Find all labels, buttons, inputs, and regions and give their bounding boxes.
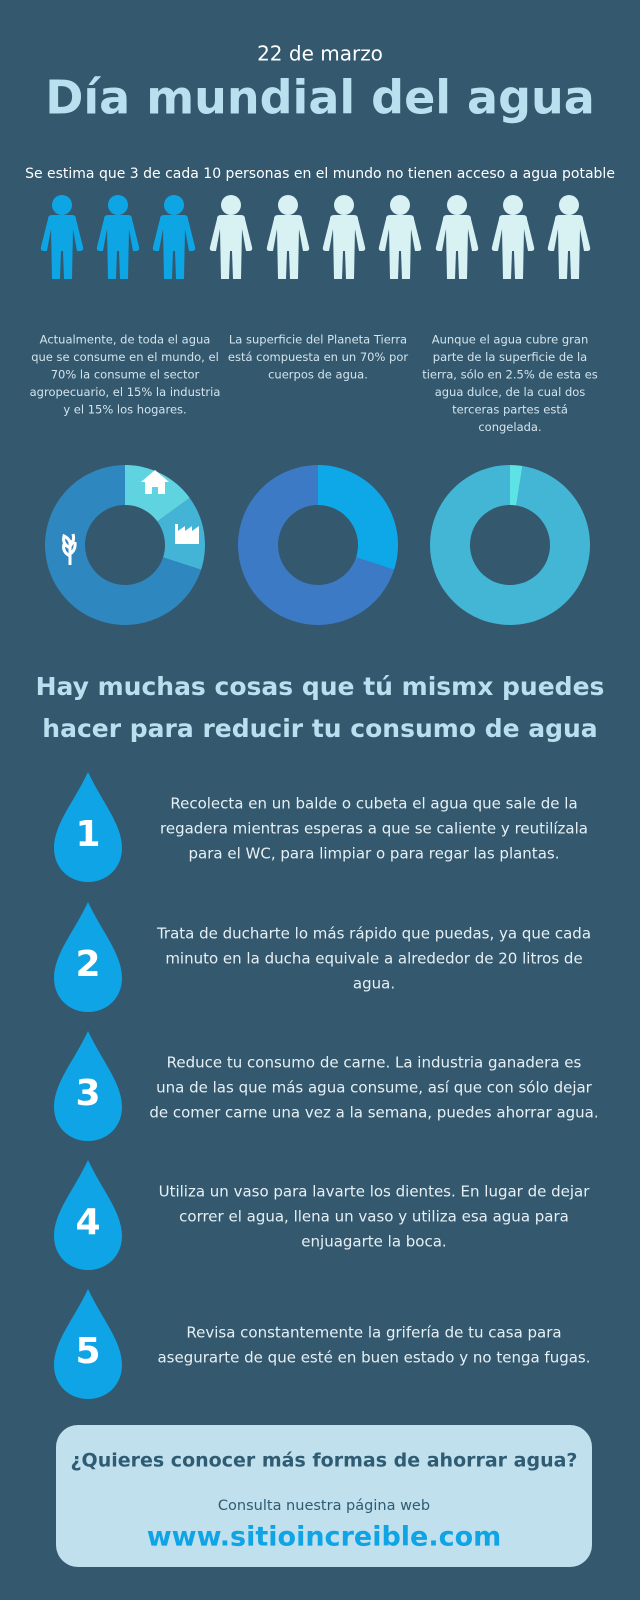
donut-segment [430,465,591,626]
tip-text: Revisa constantemente la grifería de tu … [186,1324,561,1342]
fact-text: está compuesta en un 70% por [228,350,409,364]
footer-prompt: Consulta nuestra página web [218,1498,430,1514]
tip-number: 5 [75,1331,100,1372]
fact-text: tierra, sólo en 2.5% de esta es [422,368,598,382]
tip-text: Trata de ducharte lo más rápido que pued… [156,925,591,943]
fact-text: que se consume en el mundo, el [31,350,219,364]
tip-text: minuto en la ducha equivale a alrededor … [165,950,582,968]
donut-segment [125,465,190,522]
fact-text: terceras partes está [452,403,568,417]
factory-icon [175,524,199,544]
date: 22 de marzo [257,42,383,66]
tip-number: 2 [75,944,100,985]
tip-text: agua. [353,975,395,993]
fact-text: Actualmente, de toda el agua [40,333,211,347]
donut-segment [238,465,395,625]
tip-text: para el WC, para limpiar o para regar la… [189,845,560,863]
tip-text: Reduce tu consumo de carne. La industria… [167,1054,582,1072]
tip-number: 1 [75,814,100,855]
fact-text: parte de la superficie de la [433,350,587,364]
wheat-icon [62,533,77,565]
tip-text: de comer carne una vez a la semana, pued… [149,1104,598,1122]
house-icon [141,470,169,494]
tip-text: Utiliza un vaso para lavarte los dientes… [159,1183,591,1201]
fact-text: La superficie del Planeta Tierra [229,333,407,347]
fact-text: congelada. [478,420,541,434]
donut-segment [45,465,202,625]
tip-text: enjuagarte la boca. [301,1233,446,1251]
tip-text: regadera mientras esperas a que se calie… [160,820,588,838]
fact-text: agua dulce, de la cual dos [435,385,586,399]
footer-box [56,1425,592,1567]
fact-text: cuerpos de agua. [268,368,368,382]
fact-text: 70% la consume el sector [51,368,200,382]
tips-heading: Hay muchas cosas que tú mismx puedes [36,672,605,701]
text-layer: Actualmente, de toda el agua que se consu… [30,333,605,1399]
title: Día mundial del agua [45,71,595,125]
tip-number: 4 [75,1202,100,1243]
footer-question: ¿Quieres conocer más formas de ahorrar a… [71,1450,578,1472]
donut-segment [318,465,399,570]
tip-number: 3 [75,1073,100,1114]
donut-charts [45,465,591,626]
fact-text: Aunque el agua cubre gran [432,333,589,347]
donut-icons [62,470,199,565]
tip-text: una de las que más agua consume, así que… [156,1079,593,1097]
intro: Se estima que 3 de cada 10 personas en e… [25,166,615,182]
tip-text: asegurarte de que esté en buen estado y … [157,1349,590,1367]
donut-segment [510,465,523,506]
fact-text: y el 15% los hogares. [63,403,186,417]
fact-text: agropecuario, el 15% la industria [30,385,221,399]
tip-text: correr el agua, llena un vaso y utiliza … [179,1208,569,1226]
footer-url: www.sitioincreible.com [147,1522,502,1553]
tip-text: Recolecta en un balde o cubeta el agua q… [170,795,577,813]
tips-heading: hacer para reducir tu consumo de agua [42,714,597,743]
